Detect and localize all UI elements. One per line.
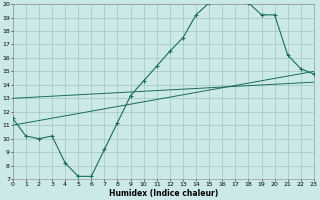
X-axis label: Humidex (Indice chaleur): Humidex (Indice chaleur): [109, 189, 218, 198]
